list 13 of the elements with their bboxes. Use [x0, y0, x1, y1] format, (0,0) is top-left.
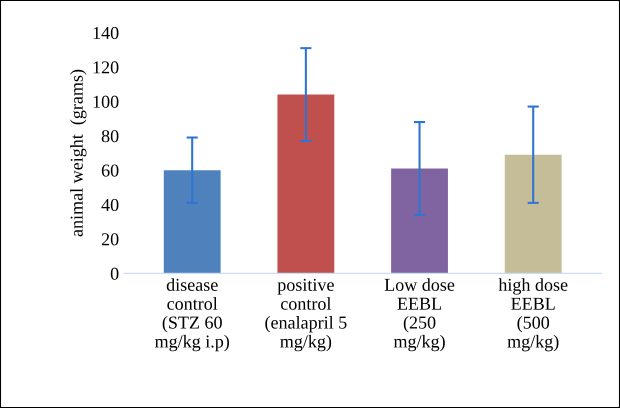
y-tick-label: 60 [102, 164, 118, 177]
y-tick-label: 140 [94, 26, 118, 40]
y-axis-title: animal weight (grams) [70, 70, 86, 236]
y-tick-label: 80 [102, 130, 118, 142]
x-tick-label: Low dose EEBL (250 mg/kg) [384, 278, 454, 352]
x-tick-label: positive control (enalapril 5 mg/kg) [265, 278, 347, 352]
y-tick-label: 120 [94, 61, 118, 74]
y-tick-label: 40 [101, 198, 118, 212]
x-tick-label: high dose EEBL (500 mg/kg) [498, 278, 568, 352]
y-tick-label: 0 [110, 268, 118, 280]
x-tick-label: disease control (STZ 60 mg/kg i.p) [154, 278, 230, 352]
y-tick-label: 100 [94, 96, 118, 108]
y-tick-label: 20 [102, 233, 118, 246]
